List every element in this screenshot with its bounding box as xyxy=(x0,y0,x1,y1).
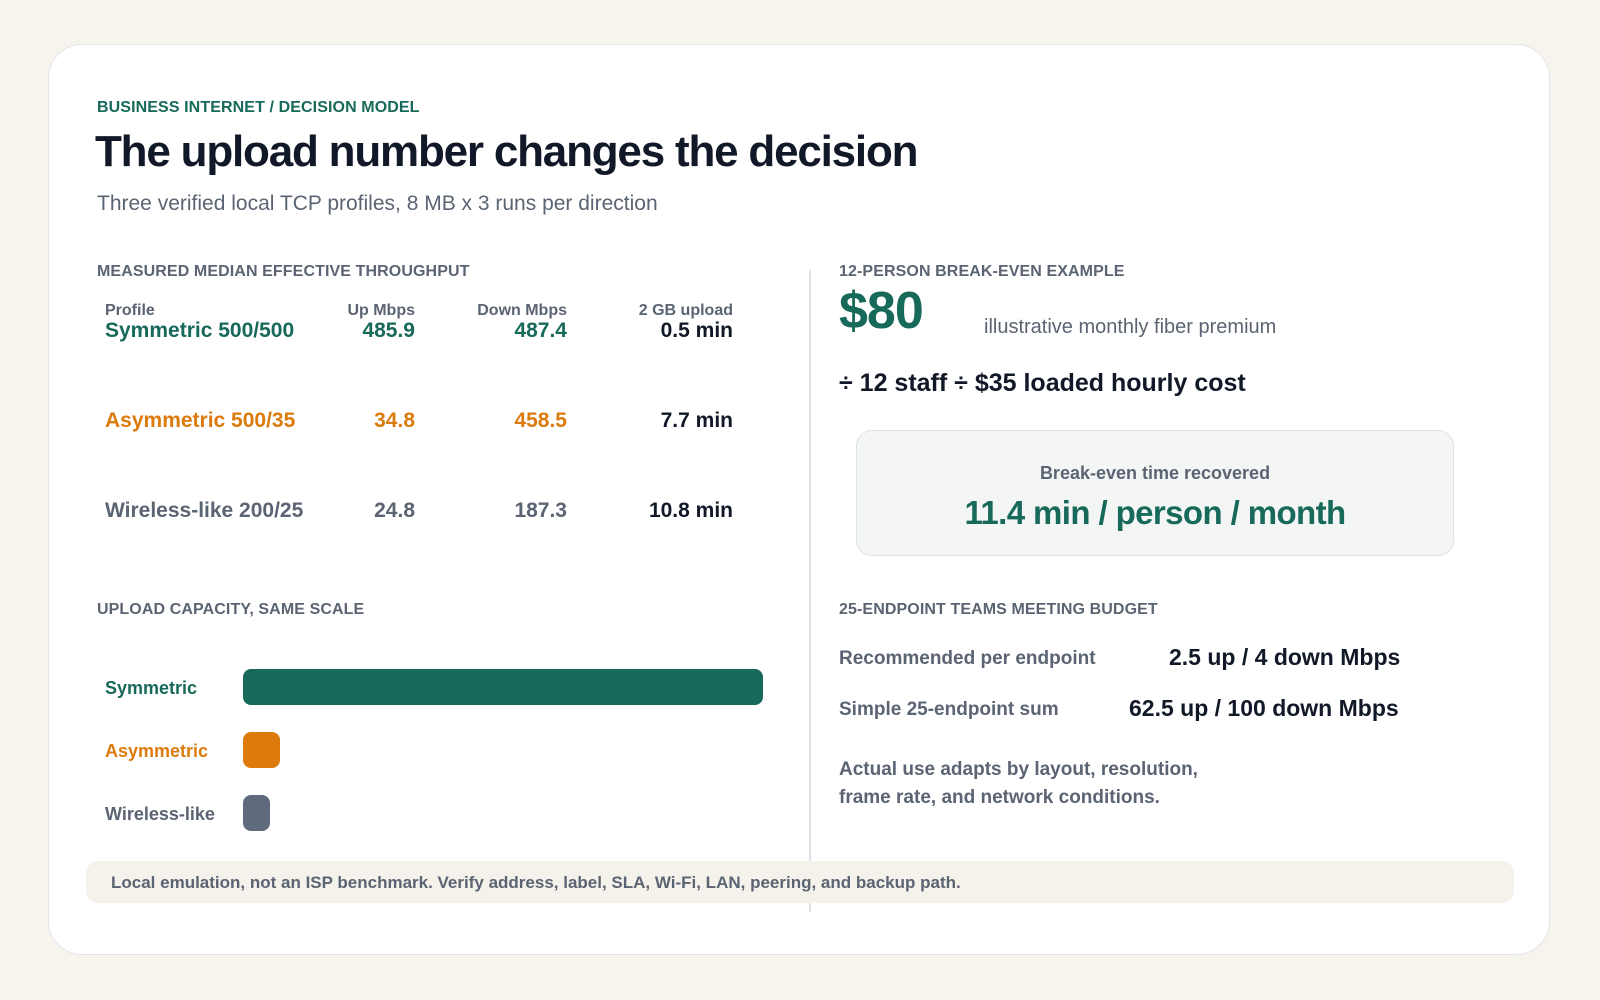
upload-chart-section-label: UPLOAD CAPACITY, SAME SCALE xyxy=(97,601,365,618)
column-header-profile: Profile xyxy=(105,302,155,319)
page-title: The upload number changes the decision xyxy=(95,127,919,176)
teams-section-label: 25-ENDPOINT TEAMS MEETING BUDGET xyxy=(839,601,1158,618)
upload-bar-wireless xyxy=(243,795,270,831)
teams-sum-value: 62.5 up / 100 down Mbps xyxy=(1129,695,1399,721)
row-asymmetric-upload-time: 7.7 min xyxy=(660,409,733,432)
row-wireless-down: 187.3 xyxy=(514,499,567,522)
column-header-up: Up Mbps xyxy=(347,302,415,319)
row-wireless-up: 24.8 xyxy=(374,499,415,522)
break-even-section-label: 12-PERSON BREAK-EVEN EXAMPLE xyxy=(839,263,1125,280)
break-even-result-value: 11.4 min / person / month xyxy=(964,494,1346,531)
row-symmetric-up: 485.9 xyxy=(362,319,415,342)
teams-per-endpoint-value: 2.5 up / 4 down Mbps xyxy=(1169,644,1401,670)
row-asymmetric-down: 458.5 xyxy=(514,409,567,432)
monthly-premium-price: $80 xyxy=(839,282,924,340)
throughput-section-label: MEASURED MEDIAN EFFECTIVE THROUGHPUT xyxy=(97,263,470,280)
decision-card: BUSINESS INTERNET / DECISION MODEL The u… xyxy=(48,44,1550,955)
page-subtitle: Three verified local TCP profiles, 8 MB … xyxy=(97,192,658,215)
column-header-down: Down Mbps xyxy=(477,302,567,319)
row-symmetric-profile: Symmetric 500/500 xyxy=(105,319,295,342)
bar-label-wireless: Wireless-like xyxy=(105,804,215,824)
row-symmetric-upload-time: 0.5 min xyxy=(660,319,733,342)
teams-sum-label: Simple 25-endpoint sum xyxy=(839,699,1059,720)
upload-bar-asymmetric xyxy=(243,732,281,768)
teams-per-endpoint-label: Recommended per endpoint xyxy=(839,648,1096,669)
eyebrow-label: BUSINESS INTERNET / DECISION MODEL xyxy=(97,99,420,116)
column-header-upload-time: 2 GB upload xyxy=(638,302,733,319)
column-divider xyxy=(809,270,811,912)
row-wireless-upload-time: 10.8 min xyxy=(648,499,733,522)
row-asymmetric-profile: Asymmetric 500/35 xyxy=(105,409,296,432)
row-symmetric-down: 487.4 xyxy=(514,319,567,342)
break-even-result-box: Break-even time recovered 11.4 min / per… xyxy=(856,430,1454,556)
footer-disclaimer: Local emulation, not an ISP benchmark. V… xyxy=(86,861,1514,903)
footer-disclaimer-text: Local emulation, not an ISP benchmark. V… xyxy=(111,873,961,892)
teams-note-line-1: Actual use adapts by layout, resolution, xyxy=(839,759,1198,780)
upload-bar-symmetric xyxy=(243,669,763,705)
break-even-result-label: Break-even time recovered xyxy=(1039,463,1271,483)
bar-label-symmetric: Symmetric xyxy=(105,678,198,698)
bar-label-asymmetric: Asymmetric xyxy=(105,741,209,761)
teams-note-line-2: frame rate, and network conditions. xyxy=(839,787,1160,808)
row-wireless-profile: Wireless-like 200/25 xyxy=(105,499,304,522)
row-asymmetric-up: 34.8 xyxy=(374,409,415,432)
break-even-formula: ÷ 12 staff ÷ $35 loaded hourly cost xyxy=(839,369,1246,397)
monthly-premium-note: illustrative monthly fiber premium xyxy=(984,316,1277,338)
